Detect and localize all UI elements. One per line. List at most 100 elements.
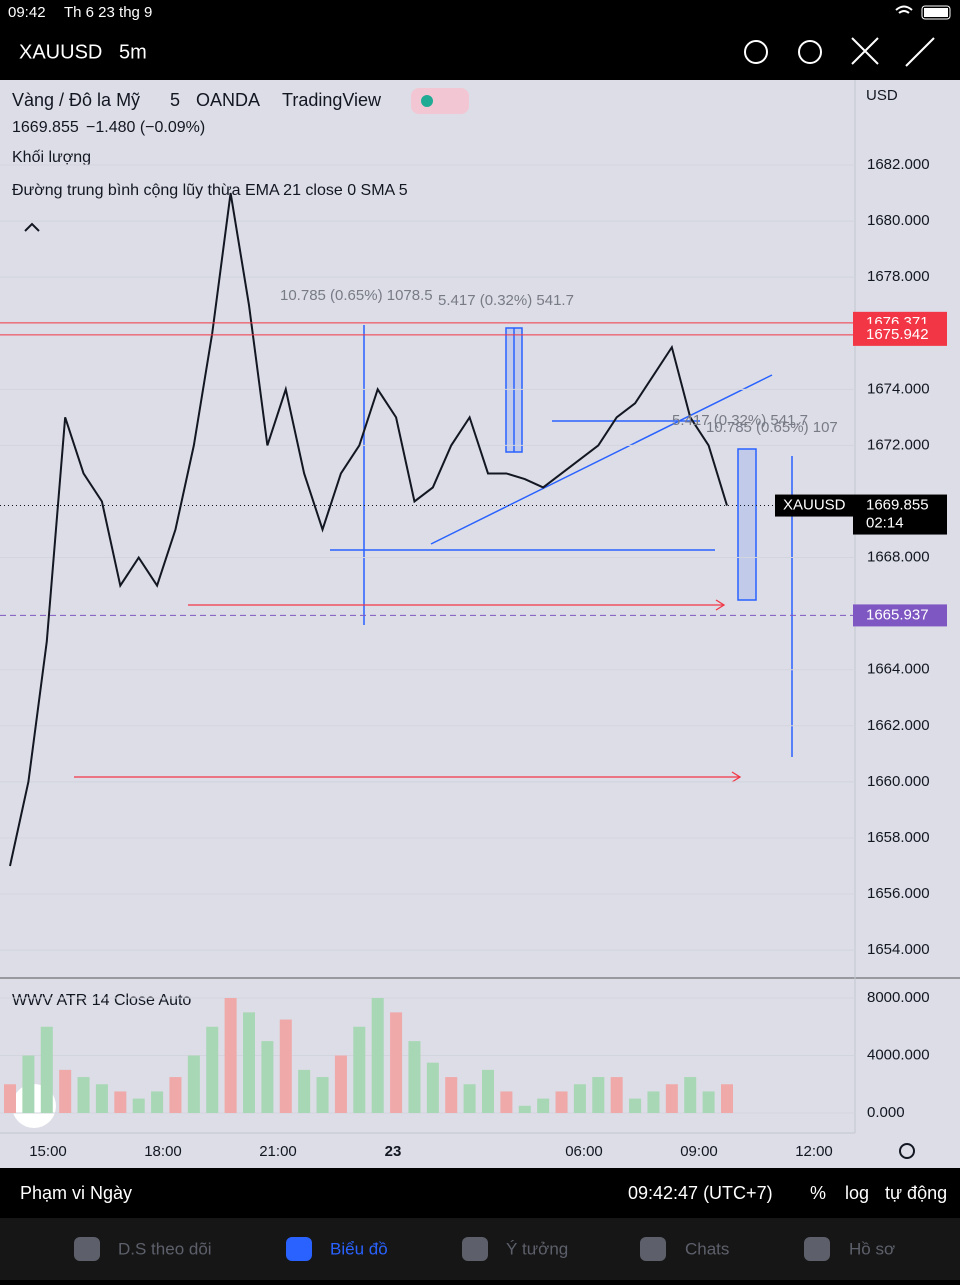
tab-label[interactable]: Biểu đồ [330,1239,388,1258]
wifi [895,5,913,14]
legend-ema: Đường trung bình cộng lũy thừa EMA 21 cl… [12,182,408,199]
atr-bar [151,1091,164,1113]
y-tick-label: 1662.000 [867,717,930,734]
atr-bar [169,1077,182,1113]
tab-icon[interactable] [74,1237,100,1261]
y-tick-label: 1678.000 [867,268,930,285]
y-tick-label: 1682.000 [867,156,930,173]
bottom-bar [0,1168,960,1218]
tab-icon[interactable] [804,1237,830,1261]
tab-icon[interactable] [640,1237,666,1261]
tab-label[interactable]: Ý tưởng [506,1239,568,1258]
symbol[interactable]: XAUUSD [19,41,102,63]
atr-bar [445,1077,458,1113]
log[interactable]: log [845,1183,869,1203]
auto[interactable]: tự động [885,1183,947,1203]
atr-bar [243,1012,255,1113]
y-tick-label: 1658.000 [867,829,930,846]
tab-label[interactable]: Chats [685,1239,729,1258]
atr-bar [721,1084,733,1113]
price-tag-text: 1669.855 [866,497,929,514]
level-label: 1665.937 [866,606,929,623]
atr-bar [426,1062,439,1113]
y-tick-label: 1664.000 [867,661,930,678]
atr-bar [463,1084,476,1113]
y-tick-label: 1672.000 [867,436,930,453]
percent[interactable]: % [810,1183,826,1203]
legend-platform: TradingView [282,90,382,110]
legend-name: Vàng / Đô la Mỹ [12,90,140,110]
atr-bar [132,1098,145,1113]
countdown: 02:14 [866,515,904,532]
level-label: 1675.942 [866,326,929,343]
y-tick-label: 1680.000 [867,212,930,229]
atr-bar [261,1041,274,1113]
price-line [9,192,728,867]
atr-bar [114,1091,127,1113]
time-label: 06:00 [565,1143,603,1160]
atr-bar [353,1026,366,1113]
atr-bar [702,1091,715,1113]
measure-label: 10.785 (0.65%) 1078.5 [280,287,433,304]
atr-bar [187,1055,200,1113]
atr-bar [224,998,237,1113]
atr-bar [500,1091,513,1113]
measure-label: 10.785 (0.65%) 107 [706,419,838,436]
atr-bar [298,1069,311,1113]
measure-label: 5.417 (0.32%) 541.7 [672,412,808,429]
atr-tick-label: 4000.000 [867,1046,930,1063]
atr-bar [555,1091,568,1113]
toolbar-icons[interactable] [744,37,935,67]
price-tag [853,494,947,535]
atr-bar [482,1069,494,1113]
tab-icon[interactable] [286,1237,312,1261]
tab-label[interactable]: Hồ sơ [849,1239,895,1258]
atr-bar [334,1055,347,1113]
status-dot [421,95,433,107]
atr-title: WWV ATR 14 Close Auto [12,992,191,1009]
atr-bar [279,1019,292,1113]
tab-icon[interactable] [462,1237,488,1261]
interval[interactable]: 5m [119,41,147,63]
atr-bar [518,1105,531,1113]
currency[interactable]: USD [866,87,898,104]
time-label: 18:00 [144,1143,182,1160]
y-tick-label: 1654.000 [867,941,930,958]
y-tick-label: 1656.000 [867,885,930,902]
legend-volume: Khối lượng [12,149,91,166]
atr-bar [95,1084,108,1113]
atr-bar [408,1041,421,1113]
time-label: 12:00 [795,1143,833,1160]
collapse[interactable] [24,222,40,232]
symbol-tag [775,494,853,517]
atr-bar [371,998,384,1113]
atr-bar [4,1084,16,1113]
atr-bar [390,1012,403,1113]
measure-label: 5.417 (0.32%) 541.7 [438,292,574,309]
status-time: 09:42 [8,4,46,21]
atr-bar [537,1098,550,1113]
legend-last: 1669.855 [12,119,79,136]
y-tick-label: 1668.000 [867,549,930,566]
level-tag [853,604,947,627]
y-tick-label: 1660.000 [867,773,930,790]
atr-bar [573,1084,586,1113]
atr-bar [592,1077,605,1113]
atr-bar [665,1084,678,1113]
level-tag [853,323,947,346]
time-label: 23 [385,1143,402,1160]
tab-label[interactable]: D.S theo dõi [118,1239,212,1258]
range[interactable]: Phạm vi Ngày [20,1183,132,1203]
status-pill[interactable] [411,88,469,114]
atr-bar [316,1077,329,1113]
legend-change: −1.480 (−0.09%) [86,119,205,136]
settings[interactable] [899,1143,915,1159]
atr-bar [629,1098,642,1113]
atr-bar [59,1069,72,1113]
atr-bar [684,1077,697,1113]
time-label: 15:00 [29,1143,67,1160]
atr-bar [206,1026,219,1113]
atr-bar [40,1026,53,1113]
